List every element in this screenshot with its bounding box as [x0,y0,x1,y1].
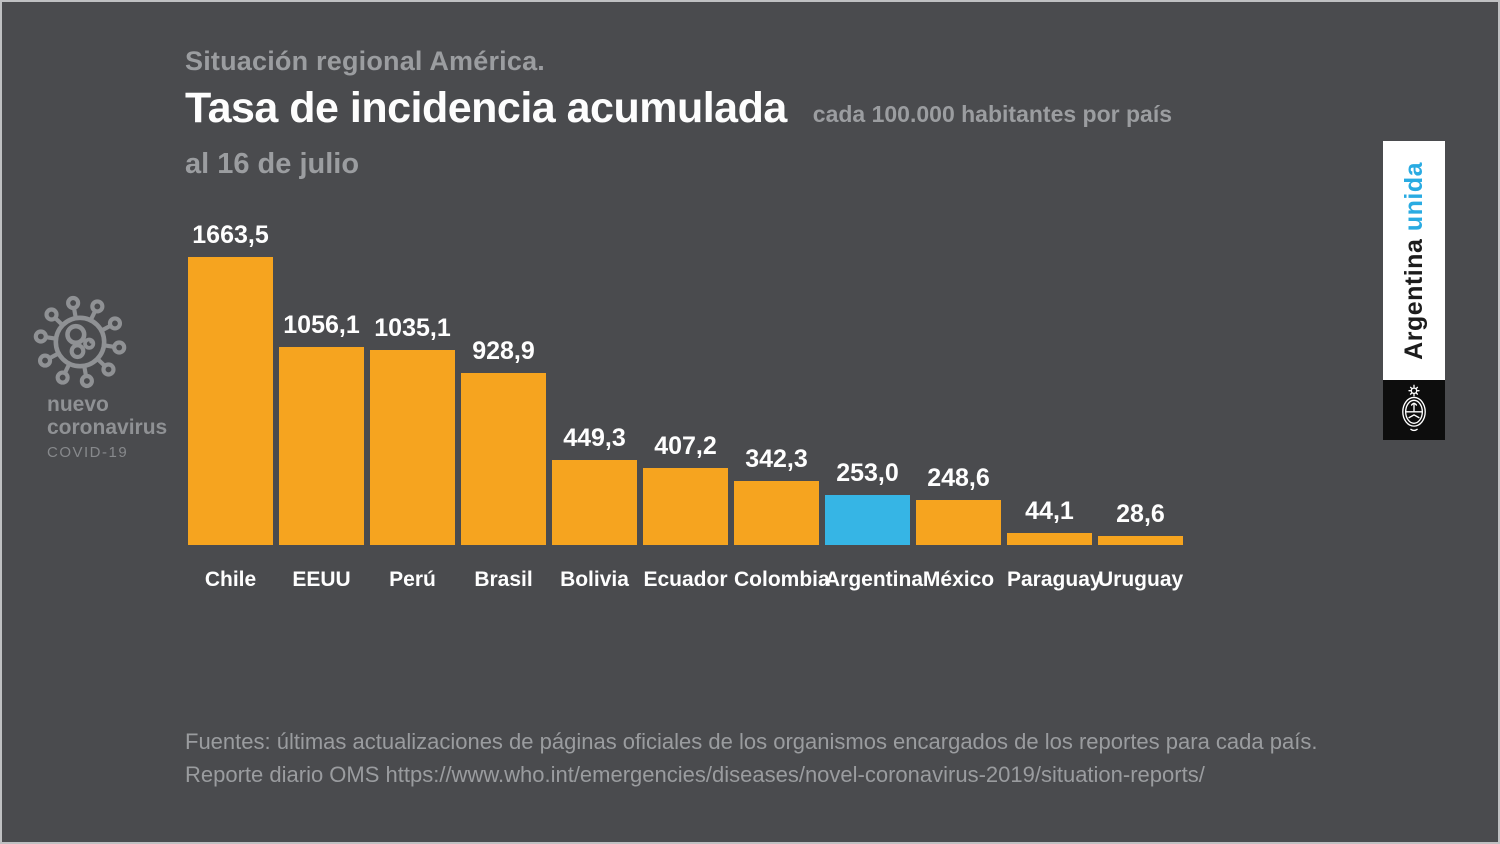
coronavirus-icon [30,292,130,392]
bar-column-argentina: 253,0 [825,459,910,545]
banner-text-unida: unida [1399,161,1428,231]
bar-column-brasil: 928,9 [461,337,546,545]
sources-footer: Fuentes: últimas actualizaciones de pági… [185,725,1317,791]
bar-value-label-argentina: 253,0 [836,459,899,487]
bar-brasil [461,373,546,545]
bar-category-label-chile: Chile [204,568,257,591]
bar-category-label-bolivia: Bolivia [560,568,629,591]
bar-chile [188,257,273,545]
bar-eeuu [279,347,364,545]
argentina-coat-of-arms-icon [1402,384,1426,432]
title-row: Tasa de incidencia acumulada cada 100.00… [185,84,1172,133]
banner-wordmark-area: Argentina unida [1383,141,1445,380]
sources-line-2: Reporte diario OMS https://www.who.int/e… [185,762,1205,787]
bars-row: 1663,5 1056,1 1035,1 928,9 449,3 407,2 342,3 25… [188,215,1183,545]
bar-category-label-eeuu: EEUU [292,568,351,591]
banner-emblem-area [1383,380,1445,440]
bar-column-ecuador: 407,2 [643,432,728,545]
brand-line-nuevo: nuevo [47,393,109,416]
page-subtitle: cada 100.000 habitantes por país [812,101,1172,127]
bar-chart: 1663,5 1056,1 1035,1 928,9 449,3 407,2 342,3 25… [188,215,1183,592]
bar-value-label-ecuador: 407,2 [654,432,717,460]
brand-wordmark: nuevo coronavirus COVID-19 [47,393,167,461]
bar-category-label-argentina: Argentina [825,568,924,591]
bar-category-label-brasil: Brasil [474,568,533,591]
bar-category-label-mexico: México [922,568,995,591]
bar-column-mexico: 248,6 [916,464,1001,545]
bar-mexico [916,500,1001,545]
bar-value-label-mexico: 248,6 [927,464,990,492]
bar-column-peru: 1035,1 [370,314,455,545]
bar-value-label-peru: 1035,1 [374,314,451,342]
bar-uruguay [1098,536,1183,545]
argentina-unida-banner: Argentina unida [1383,141,1445,440]
bar-value-label-colombia: 342,3 [745,445,808,473]
sources-line-1: Fuentes: últimas actualizaciones de pági… [185,729,1318,754]
bar-value-label-brasil: 928,9 [472,337,535,365]
bar-value-label-paraguay: 44,1 [1025,497,1074,525]
bar-column-chile: 1663,5 [188,221,273,545]
bar-value-label-eeuu: 1056,1 [283,311,360,339]
date-line: al 16 de julio [185,148,360,180]
bar-bolivia [552,460,637,545]
page-title: Tasa de incidencia acumulada [185,84,787,132]
bar-value-label-bolivia: 449,3 [563,424,626,452]
brand-line-covid19: COVID-19 [47,444,129,461]
bar-value-label-chile: 1663,5 [192,221,269,249]
bar-argentina [825,495,910,545]
bar-category-label-uruguay: Uruguay [1098,568,1184,591]
bar-ecuador [643,468,728,545]
bar-column-bolivia: 449,3 [552,424,637,545]
bar-value-label-uruguay: 28,6 [1116,500,1165,528]
bar-peru [370,350,455,545]
bar-category-label-ecuador: Ecuador [643,568,728,591]
bar-paraguay [1007,533,1092,545]
banner-text-argentina: Argentina [1399,238,1428,360]
bar-column-eeuu: 1056,1 [279,311,364,545]
brand-line-coronavirus: coronavirus [47,416,168,439]
bar-colombia [734,481,819,545]
category-labels-row: Chile EEUU Perú Brasil Bolivia Ecuador Colombi… [188,568,1183,592]
region-kicker: Situación regional América. [185,46,545,76]
bar-category-label-peru: Perú [389,568,436,591]
bar-column-uruguay: 28,6 [1098,500,1183,545]
bar-column-colombia: 342,3 [734,445,819,545]
bar-column-paraguay: 44,1 [1007,497,1092,545]
banner-wordmark: Argentina unida [1400,162,1429,360]
bar-category-label-colombia: Colombia [734,568,830,591]
bar-category-label-paraguay: Paraguay [1007,568,1102,591]
